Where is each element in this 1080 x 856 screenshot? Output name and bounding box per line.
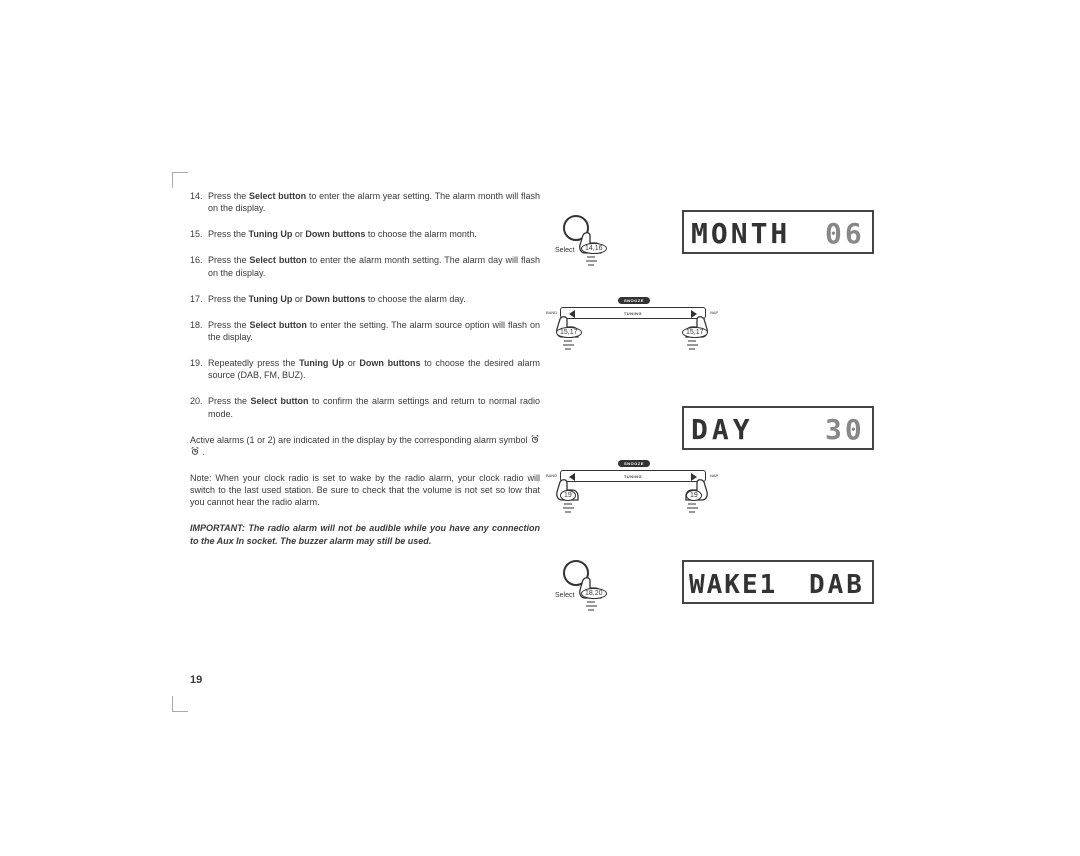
step-16: 16. Press the Select button to enter the… bbox=[190, 254, 540, 278]
lcd-month: MONTH 06 bbox=[682, 210, 874, 254]
lcd-day: DAY 30 bbox=[682, 406, 874, 450]
select-button-fig-1: Select 14,16 bbox=[563, 215, 589, 241]
step-ref-oval: 19 bbox=[686, 490, 702, 501]
step-18: 18. Press the Select button to enter the… bbox=[190, 319, 540, 343]
step-20: 20. Press the Select button to confirm t… bbox=[190, 395, 540, 419]
svg-text:DAY: DAY bbox=[691, 413, 754, 446]
note-para: Note: When your clock radio is set to wa… bbox=[190, 472, 540, 508]
step-17: 17. Press the Tuning Up or Down buttons … bbox=[190, 293, 540, 305]
instructions-column: 14. Press the Select button to enter the… bbox=[190, 190, 540, 547]
step-ref-oval: 19 bbox=[560, 490, 576, 501]
select-label: Select bbox=[555, 592, 574, 599]
step-num: 18. bbox=[190, 319, 208, 343]
step-19: 19. Repeatedly press the Tuning Up or Do… bbox=[190, 357, 540, 381]
motion-lines-icon bbox=[686, 502, 700, 514]
step-text: Press the Tuning Up or Down buttons to c… bbox=[208, 228, 540, 240]
lcd-month-svg: MONTH 06 bbox=[685, 213, 871, 251]
step-text: Press the Tuning Up or Down buttons to c… bbox=[208, 293, 540, 305]
snooze-pill: SNOOZE bbox=[618, 460, 650, 467]
step-text: Press the Select button to enter the set… bbox=[208, 319, 540, 343]
lcd-day-svg: DAY 30 bbox=[685, 409, 871, 447]
step-num: 19. bbox=[190, 357, 208, 381]
step-num: 17. bbox=[190, 293, 208, 305]
page-number: 19 bbox=[190, 674, 202, 686]
svg-text:30: 30 bbox=[825, 413, 865, 446]
crop-mark-bl bbox=[172, 696, 188, 712]
manual-page: 14. Press the Select button to enter the… bbox=[190, 190, 890, 561]
svg-text:DAB: DAB bbox=[809, 570, 865, 600]
step-text: Press the Select button to confirm the a… bbox=[208, 395, 540, 419]
step-num: 14. bbox=[190, 190, 208, 214]
step-ref-oval: 15,17 bbox=[682, 327, 708, 338]
step-num: 15. bbox=[190, 228, 208, 240]
step-text: Press the Select button to enter the ala… bbox=[208, 254, 540, 278]
step-num: 16. bbox=[190, 254, 208, 278]
motion-lines-icon bbox=[585, 600, 599, 612]
select-label: Select bbox=[555, 247, 574, 254]
alarm2-icon bbox=[190, 446, 200, 456]
svg-text:MONTH: MONTH bbox=[691, 217, 790, 250]
step-ref-oval: 14,16 bbox=[581, 243, 607, 254]
step-15: 15. Press the Tuning Up or Down buttons … bbox=[190, 228, 540, 240]
step-ref-oval: 15,17 bbox=[556, 327, 582, 338]
active-alarms-para: Active alarms (1 or 2) are indicated in … bbox=[190, 434, 540, 458]
step-text: Repeatedly press the Tuning Up or Down b… bbox=[208, 357, 540, 381]
svg-text:06: 06 bbox=[825, 217, 865, 250]
alarm1-icon bbox=[530, 434, 540, 444]
select-button-fig-2: Select 18,20 bbox=[563, 560, 589, 586]
lcd-wake: WAKE1 DAB bbox=[682, 560, 874, 604]
step-text: Press the Select button to enter the ala… bbox=[208, 190, 540, 214]
step-ref-oval: 18,20 bbox=[581, 588, 607, 599]
motion-lines-icon bbox=[562, 339, 576, 351]
step-num: 20. bbox=[190, 395, 208, 419]
lcd-wake-svg: WAKE1 DAB bbox=[685, 563, 871, 601]
motion-lines-icon bbox=[686, 339, 700, 351]
important-para: IMPORTANT: The radio alarm will not be a… bbox=[190, 522, 540, 546]
crop-mark-tl bbox=[172, 172, 188, 188]
step-14: 14. Press the Select button to enter the… bbox=[190, 190, 540, 214]
motion-lines-icon bbox=[562, 502, 576, 514]
snooze-pill: SNOOZE bbox=[618, 297, 650, 304]
motion-lines-icon bbox=[585, 255, 599, 267]
svg-text:WAKE1: WAKE1 bbox=[689, 570, 777, 600]
